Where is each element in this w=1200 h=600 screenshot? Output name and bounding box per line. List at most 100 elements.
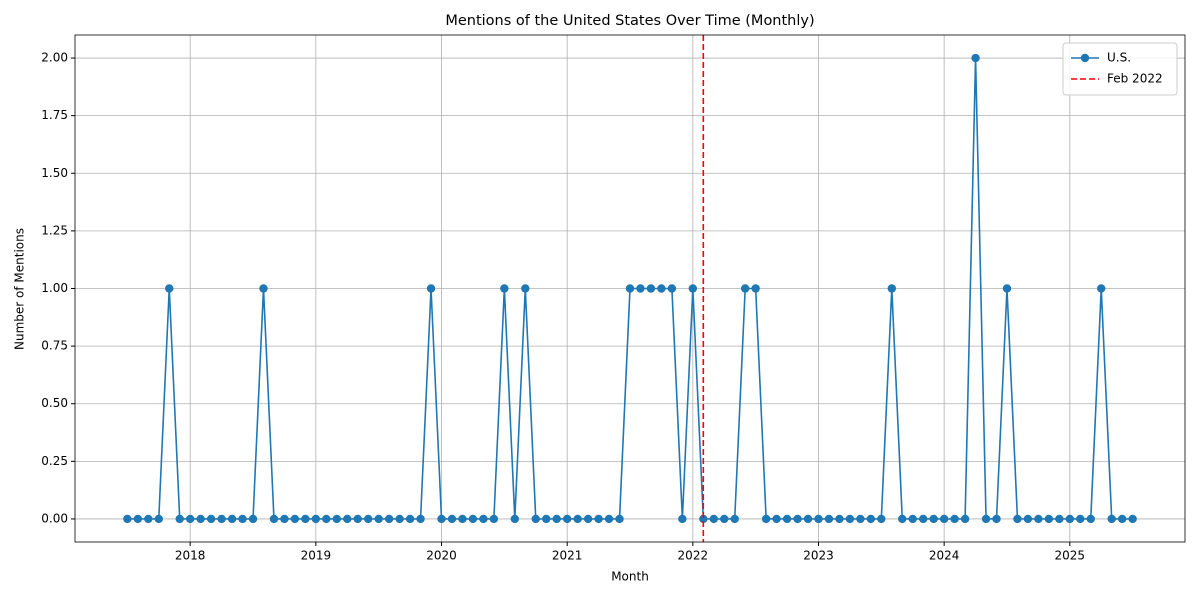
data-point	[144, 514, 153, 524]
data-point	[562, 514, 572, 524]
data-point	[468, 514, 478, 524]
data-point	[458, 514, 467, 524]
data-point	[322, 514, 331, 524]
data-point	[824, 514, 834, 524]
data-point	[950, 514, 959, 524]
y-tick-label: 1.25	[41, 223, 68, 237]
x-axis-label: Month	[611, 570, 649, 584]
data-point	[301, 514, 310, 524]
data-point	[583, 514, 593, 524]
data-point	[269, 514, 279, 524]
data-point	[217, 514, 226, 524]
data-point	[1034, 514, 1043, 524]
data-point	[1044, 514, 1054, 524]
y-tick-label: 2.00	[41, 51, 68, 65]
x-tick-label: 2022	[678, 549, 709, 563]
data-point	[960, 514, 970, 524]
data-point	[416, 514, 425, 524]
data-point	[646, 284, 656, 293]
y-tick-label: 0.25	[41, 454, 68, 468]
data-point	[688, 284, 698, 293]
y-tick-label: 1.00	[41, 281, 68, 295]
data-point	[604, 514, 614, 524]
x-tick-label: 2025	[1055, 549, 1086, 563]
y-tick-label: 0.00	[41, 511, 68, 525]
data-point	[1065, 514, 1075, 524]
data-point	[761, 514, 771, 524]
y-tick-label: 0.75	[41, 339, 68, 353]
data-point	[552, 514, 561, 524]
data-point	[426, 284, 436, 293]
data-point	[1076, 514, 1085, 524]
x-tick-label: 2024	[929, 549, 960, 563]
data-point	[227, 514, 237, 524]
data-point	[364, 514, 373, 524]
data-point	[929, 514, 938, 524]
legend-marker	[1080, 53, 1090, 63]
data-point	[803, 514, 813, 524]
data-point	[667, 284, 677, 293]
data-point	[1013, 514, 1022, 524]
data-point	[709, 514, 718, 524]
data-point	[1055, 514, 1064, 524]
data-point	[374, 514, 383, 524]
data-point	[898, 514, 907, 524]
data-point	[437, 514, 446, 524]
data-point	[542, 514, 551, 524]
data-point	[699, 514, 708, 524]
data-point	[939, 514, 949, 524]
data-point	[1002, 284, 1012, 293]
legend-label: Feb 2022	[1107, 72, 1163, 86]
data-point	[908, 514, 917, 524]
data-point	[238, 514, 247, 524]
data-point	[919, 514, 928, 524]
data-point	[615, 514, 624, 524]
data-point	[510, 514, 520, 524]
x-tick-label: 2019	[301, 549, 332, 563]
y-tick-label: 1.75	[41, 108, 68, 122]
data-point	[248, 514, 258, 524]
data-point	[1097, 284, 1106, 293]
data-point	[1128, 514, 1137, 524]
plot-frame	[74, 34, 1186, 543]
data-point	[845, 514, 855, 524]
y-tick-label: 0.50	[41, 396, 68, 410]
legend-box	[1062, 42, 1178, 96]
data-point	[678, 514, 687, 524]
data-point	[1117, 514, 1127, 524]
data-point	[395, 514, 404, 524]
data-point	[835, 514, 844, 524]
data-point	[981, 514, 991, 524]
data-point	[751, 284, 760, 293]
data-point	[259, 284, 268, 293]
x-tick-label: 2021	[552, 549, 583, 563]
data-point	[154, 514, 163, 524]
data-point	[720, 514, 729, 524]
data-point	[405, 514, 415, 524]
data-point	[343, 514, 352, 524]
data-point	[1023, 514, 1033, 524]
data-point	[814, 514, 823, 524]
data-point	[1086, 514, 1095, 524]
data-point	[636, 284, 645, 293]
data-point	[165, 284, 174, 293]
data-point	[500, 284, 509, 293]
chart-title: Mentions of the United States Over Time …	[445, 13, 814, 29]
data-point	[332, 514, 341, 524]
data-point	[123, 514, 132, 524]
y-axis-label: Number of Mentions	[13, 228, 27, 350]
data-point	[856, 514, 865, 524]
data-point	[730, 514, 739, 524]
x-tick-label: 2020	[426, 549, 457, 563]
data-point	[887, 284, 896, 293]
data-point	[782, 514, 792, 524]
x-tick-label: 2018	[175, 549, 206, 563]
data-point	[206, 514, 216, 524]
data-point	[877, 514, 886, 524]
data-point	[447, 514, 457, 524]
data-point	[866, 514, 876, 524]
y-tick-label: 1.50	[41, 166, 68, 180]
data-point	[185, 514, 195, 524]
data-point	[772, 514, 781, 524]
data-point	[971, 53, 980, 63]
